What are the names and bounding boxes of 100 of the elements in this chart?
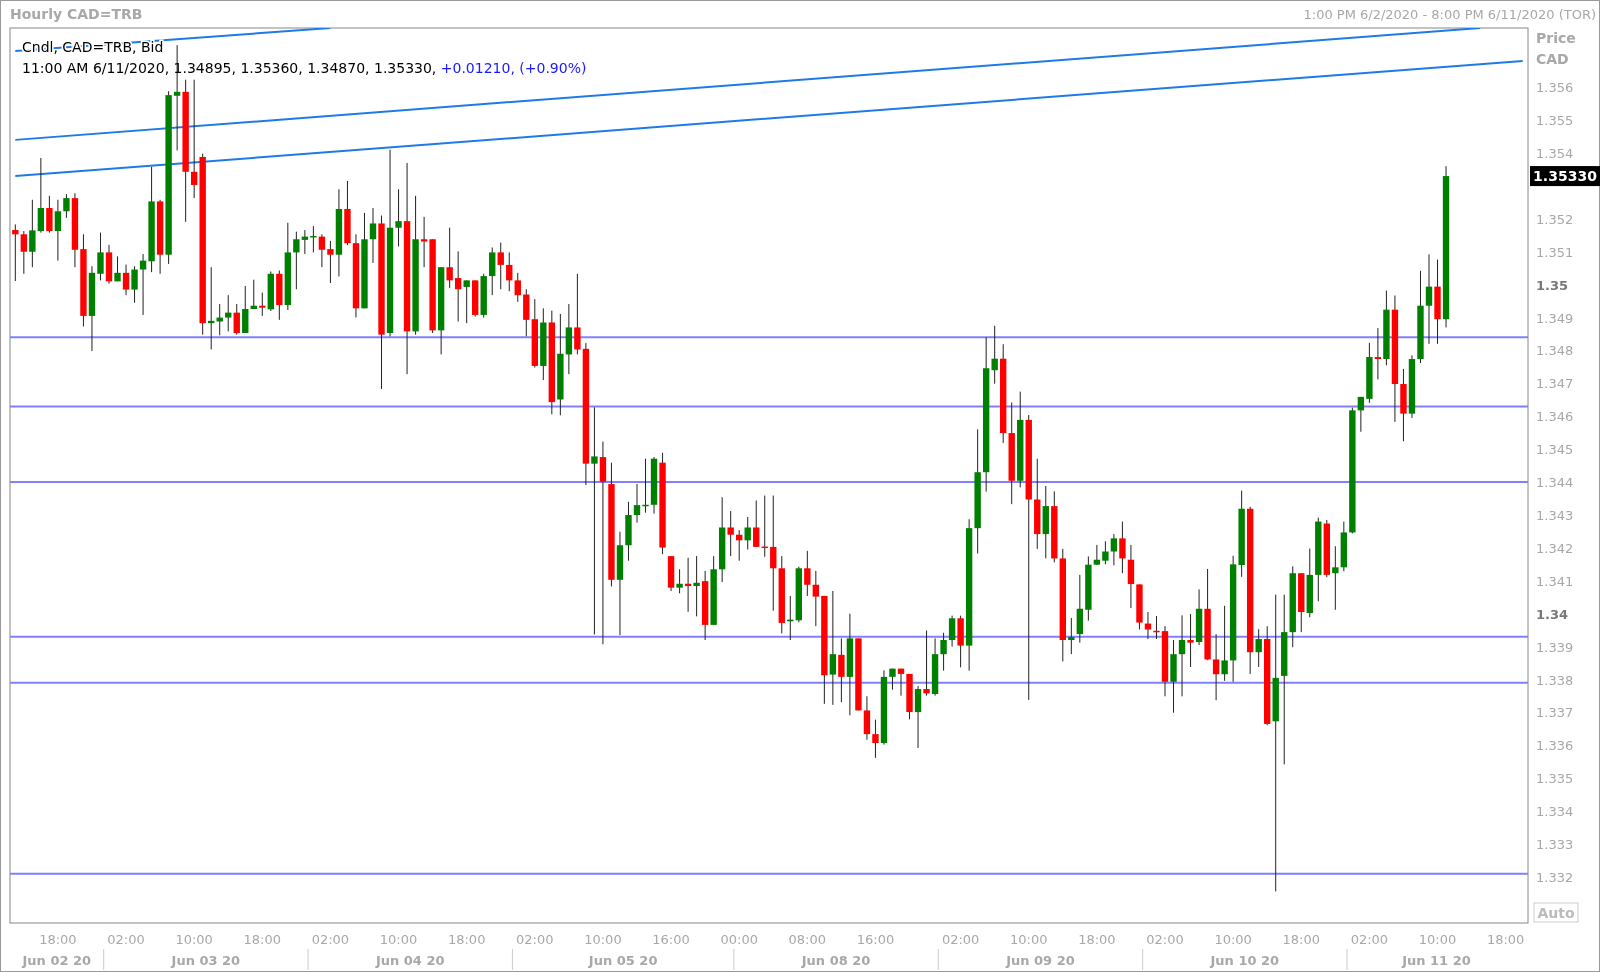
text: Auto bbox=[1537, 905, 1575, 921]
x-tick-label: 02:00 bbox=[1146, 932, 1184, 947]
candlestick bbox=[1178, 614, 1186, 697]
candlestick bbox=[293, 231, 300, 290]
y-tick-label: 1.35 bbox=[1536, 277, 1569, 293]
text: Jun 04 20 bbox=[374, 953, 445, 968]
x-tick-label: 02:00 bbox=[516, 932, 554, 947]
x-tick-label: 02:00 bbox=[311, 932, 350, 947]
candlestick bbox=[872, 719, 879, 759]
candlestick bbox=[1221, 605, 1228, 682]
candlestick bbox=[497, 242, 504, 290]
y-tick-label: 1.337 bbox=[1536, 705, 1574, 721]
x-tick-label: 16:00 bbox=[856, 932, 895, 947]
candlestick bbox=[676, 568, 683, 594]
candlestick bbox=[1425, 253, 1433, 345]
y-tick-label: 1.348 bbox=[1536, 343, 1574, 359]
candlestick bbox=[923, 629, 930, 697]
x-tick-label: 02:00 bbox=[941, 932, 980, 947]
candlestick bbox=[1357, 396, 1365, 433]
candlestick bbox=[693, 555, 700, 617]
candlestick bbox=[591, 406, 598, 635]
annotation: +0.01210, (+0.90%) bbox=[436, 60, 587, 76]
candlestick bbox=[829, 590, 837, 706]
candlestick bbox=[489, 246, 496, 296]
candlestick bbox=[1212, 633, 1220, 701]
candlestick bbox=[190, 79, 198, 199]
x-tick-label: 10:00 bbox=[1418, 932, 1457, 947]
y-tick-label: 1.349 bbox=[1536, 310, 1574, 326]
y-tick-label: 1.335 bbox=[1536, 771, 1574, 787]
candlestick bbox=[395, 188, 402, 247]
candlestick bbox=[1255, 628, 1262, 668]
y-tick-label: 1.354 bbox=[1536, 146, 1574, 162]
candlestick bbox=[812, 570, 820, 627]
candlestick bbox=[1187, 613, 1194, 668]
candlestick bbox=[327, 240, 334, 284]
candlestick bbox=[369, 207, 377, 264]
candlestick bbox=[1102, 540, 1109, 565]
x-tick-label: 10:00 bbox=[1214, 932, 1252, 947]
candlestick bbox=[114, 255, 121, 282]
y-axis-title: Price CAD bbox=[1536, 30, 1576, 67]
candlestick bbox=[454, 250, 462, 323]
candlestick bbox=[1068, 617, 1075, 655]
y-tick-label: 1.338 bbox=[1536, 672, 1574, 688]
text: Jun 03 20 bbox=[170, 953, 241, 968]
candlestick bbox=[122, 264, 130, 296]
text: Jun 02 20 bbox=[21, 953, 92, 968]
candlestick bbox=[63, 193, 70, 219]
y-tick-label: 1.344 bbox=[1536, 475, 1574, 491]
candlestick bbox=[744, 516, 751, 551]
y-tick-label: 1.34 bbox=[1536, 606, 1569, 622]
candlestick bbox=[863, 695, 871, 741]
candlestick bbox=[216, 303, 223, 336]
x-tick-label: 00:00 bbox=[720, 932, 758, 947]
annotation: 11:00 AM 6/11/2020, 1.34895, 1.35360, 1.34870, 1.35330, bbox=[22, 60, 437, 76]
candlestick bbox=[727, 510, 734, 557]
candlestick bbox=[838, 637, 845, 703]
x-tick-label: 10:00 bbox=[1010, 932, 1048, 947]
candlestick bbox=[20, 230, 28, 275]
x-tick-label: 18:00 bbox=[1486, 932, 1525, 947]
candlestick bbox=[37, 157, 45, 234]
x-tick-label: 18:00 bbox=[243, 932, 282, 947]
y-tick-label: 1.347 bbox=[1536, 376, 1574, 392]
y-tick-label: 1.356 bbox=[1536, 80, 1574, 96]
y-tick-label: 1.346 bbox=[1536, 409, 1574, 425]
y-tick-label: 1.341 bbox=[1536, 573, 1574, 589]
candlestick bbox=[1332, 545, 1339, 611]
candlestick bbox=[29, 199, 36, 268]
candlestick bbox=[46, 195, 53, 234]
x-tick-label: 10:00 bbox=[584, 932, 622, 947]
x-tick-label: 18:00 bbox=[39, 932, 77, 947]
candlestick bbox=[1119, 521, 1126, 574]
candlestick bbox=[506, 251, 513, 292]
candlestick bbox=[12, 223, 19, 282]
y-tick-label: 1.334 bbox=[1536, 804, 1574, 820]
candlestick bbox=[940, 632, 947, 672]
candlestick bbox=[633, 483, 641, 524]
text: Jun 05 20 bbox=[587, 953, 658, 968]
x-tick-label: 18:00 bbox=[1078, 932, 1116, 947]
text: Jun 10 20 bbox=[1209, 953, 1280, 968]
candlestick bbox=[1110, 533, 1118, 566]
candlestick bbox=[233, 303, 240, 336]
x-tick-label: 10:00 bbox=[379, 932, 418, 947]
y-tick-label: 1.345 bbox=[1536, 442, 1574, 458]
candlestick bbox=[914, 685, 922, 749]
chart-subtitle: 1:00 PM 6/2/2020 - 8:00 PM 6/11/2020 (TOR) bbox=[1303, 7, 1596, 22]
candlestick bbox=[259, 292, 266, 317]
x-tick-label: 02:00 bbox=[107, 932, 145, 947]
y-tick-label: 1.351 bbox=[1536, 244, 1574, 260]
candlestick bbox=[139, 253, 147, 316]
x-tick-label: 16:00 bbox=[652, 932, 690, 947]
candlestick bbox=[131, 265, 138, 304]
text: Jun 11 20 bbox=[1401, 953, 1471, 968]
candlestick bbox=[54, 199, 62, 262]
candlestick bbox=[514, 272, 521, 303]
y-tick-label: 1.332 bbox=[1536, 869, 1574, 885]
y-tick-label: 1.342 bbox=[1536, 540, 1574, 556]
candlestick bbox=[770, 495, 777, 612]
candlestick bbox=[318, 233, 326, 268]
y-tick-label: 1.336 bbox=[1536, 738, 1574, 754]
candlestick bbox=[599, 441, 607, 645]
